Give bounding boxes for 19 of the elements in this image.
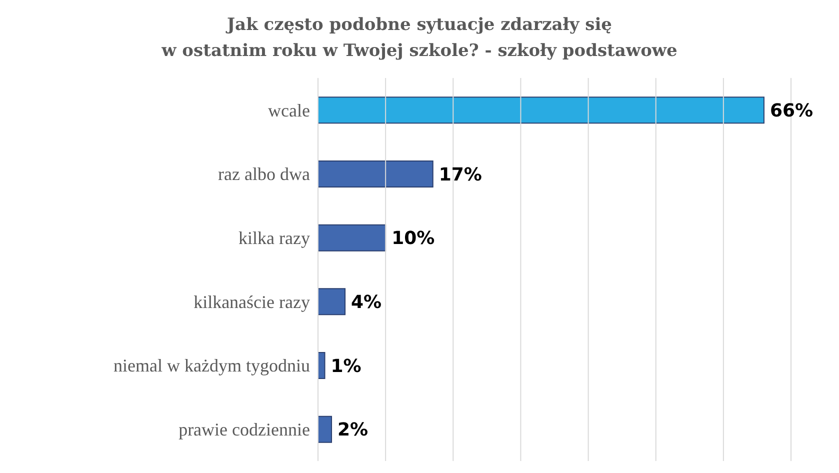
bar xyxy=(318,96,764,124)
y-tick-label: raz albo dwa xyxy=(218,164,310,184)
y-tick-label: niemal w każdym tygodniu xyxy=(114,356,310,376)
y-tick-label: kilka razy xyxy=(238,228,310,248)
bar xyxy=(318,224,386,252)
bar xyxy=(318,160,434,188)
bar xyxy=(318,352,326,379)
data-label: 66% xyxy=(770,100,814,122)
y-tick-label: wcale xyxy=(268,100,310,120)
y-tick-label: kilkanaście razy xyxy=(194,292,310,312)
bar xyxy=(318,288,346,316)
data-label: 4% xyxy=(351,292,382,314)
data-label: 17% xyxy=(438,164,482,186)
bar xyxy=(318,416,332,443)
chart-title: Jak często podobne sytuacje zdarzały się w ostatnim roku w Twojej szkole? - szkoły podstawowe xyxy=(160,14,678,63)
data-label: 1% xyxy=(330,356,362,377)
data-label: 10% xyxy=(392,228,435,250)
data-label: 2% xyxy=(338,420,368,441)
y-tick-label: prawie codziennie xyxy=(178,419,310,440)
